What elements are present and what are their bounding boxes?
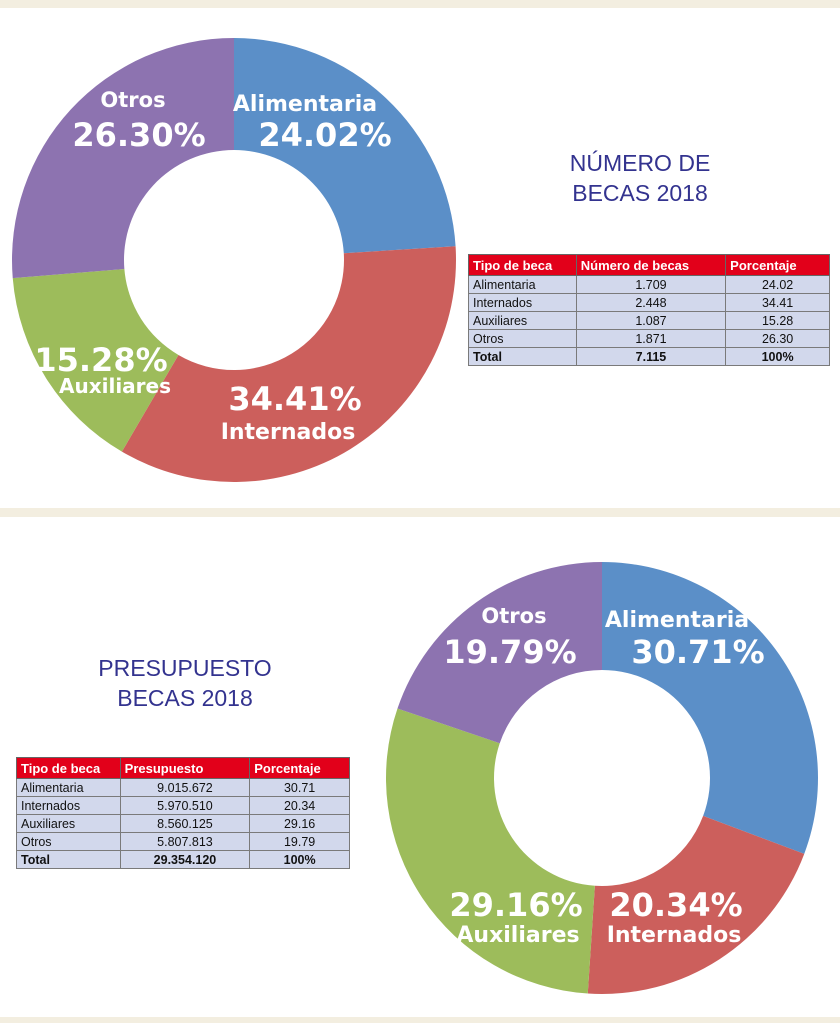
numero-becas-table-cell: Otros: [468, 329, 577, 348]
presupuesto-becas-table-cell: Otros: [16, 832, 121, 851]
numero-becas-percent-otros: 26.30%: [72, 116, 205, 154]
presupuesto-becas-table-total-row: Total 29.354.120 100%: [16, 850, 350, 869]
presupuesto-becas-slice-auxiliares: [386, 708, 595, 994]
presupuesto-becas-col-header-presupuesto: Presupuesto: [119, 757, 251, 779]
presupuesto-becas-table-cell: Internados: [16, 796, 121, 815]
presupuesto-becas-panel: PRESUPUESTO BECAS 2018 Tipo de beca Presu…: [0, 517, 840, 1017]
presupuesto-becas-table: Tipo de beca Presupuesto Porcentaje Aliment…: [16, 757, 350, 869]
presupuesto-becas-table-cell: 20.34: [249, 796, 350, 815]
presupuesto-becas-table-row: Alimentaria 9.015.672 30.71: [16, 778, 350, 797]
presupuesto-becas-donut-svg: 30.71%Alimentaria 20.34%Internados 29.16%A…: [386, 562, 818, 994]
numero-becas-table-cell: 7.115: [575, 347, 727, 366]
presupuesto-becas-percent-internados: 20.34%: [609, 886, 742, 924]
presupuesto-becas-slice-alimentaria: [602, 562, 818, 854]
numero-becas-table-cell: Internados: [468, 293, 577, 312]
presupuesto-becas-table-cell: 9.015.672: [119, 778, 251, 797]
presupuesto-becas-table-cell: 8.560.125: [119, 814, 251, 833]
presupuesto-becas-slice-otros: [397, 562, 602, 744]
presupuesto-becas-table-cell: Total: [16, 850, 121, 869]
presupuesto-becas-label-otros: Otros: [481, 604, 546, 628]
presupuesto-becas-title: PRESUPUESTO BECAS 2018: [85, 653, 285, 713]
presupuesto-becas-table-cell: 5.970.510: [119, 796, 251, 815]
numero-becas-title-line1: NÚMERO DE: [569, 150, 711, 176]
presupuesto-becas-donut-chart: 30.71% Alimentaria 20.34% Internados 29.16% A…: [370, 517, 840, 1017]
numero-becas-table-cell: 26.30: [725, 329, 830, 348]
numero-becas-percent-auxiliares: 15.28%: [34, 341, 167, 379]
presupuesto-becas-title-line1: PRESUPUESTO: [98, 655, 272, 681]
presupuesto-becas-table-row: Internados 5.970.510 20.34: [16, 796, 350, 815]
presupuesto-becas-label-auxiliares: Auxiliares: [456, 923, 579, 948]
presupuesto-becas-table-cell: Auxiliares: [16, 814, 121, 833]
numero-becas-table-row: Auxiliares 1.087 15.28: [468, 311, 830, 330]
presupuesto-becas-col-header-porcentaje: Porcentaje: [249, 757, 350, 779]
presupuesto-becas-table-cell: 19.79: [249, 832, 350, 851]
numero-becas-table-cell: 2.448: [575, 293, 727, 312]
presupuesto-becas-table-cell: 5.807.813: [119, 832, 251, 851]
numero-becas-label-internados: Internados: [221, 420, 356, 445]
numero-becas-slice-internados: [121, 246, 456, 482]
numero-becas-col-header-porcentaje: Porcentaje: [725, 254, 830, 276]
numero-becas-title-line2: BECAS 2018: [572, 180, 708, 206]
presupuesto-becas-percent-auxiliares: 29.16%: [449, 886, 582, 924]
numero-becas-col-header-tipo-de-beca: Tipo de beca: [468, 254, 577, 276]
presupuesto-becas-table-cell: 29.354.120: [119, 850, 251, 869]
numero-becas-table: Tipo de beca Número de becas Porcentaje Ali…: [468, 254, 830, 366]
numero-becas-table-cell: 1.087: [575, 311, 727, 330]
presupuesto-becas-percent-otros: 19.79%: [443, 633, 576, 671]
numero-becas-table-row: Alimentaria 1.709 24.02: [468, 275, 830, 294]
numero-becas-slice-auxiliares: [12, 268, 179, 452]
presupuesto-becas-table-cell: 30.71: [249, 778, 350, 797]
numero-becas-table-cell: 24.02: [725, 275, 830, 294]
presupuesto-becas-title-line2: BECAS 2018: [117, 685, 253, 711]
numero-becas-col-header-numero-de-becas: Número de becas: [575, 254, 727, 276]
numero-becas-label-auxiliares: Auxiliares: [59, 374, 171, 398]
numero-becas-label-alimentaria: Alimentaria: [233, 92, 377, 117]
numero-becas-table-header-row: Tipo de beca Número de becas Porcentaje: [468, 254, 830, 276]
numero-becas-table-row: Otros 1.871 26.30: [468, 329, 830, 348]
presupuesto-becas-slice-internados: [587, 815, 805, 994]
numero-becas-table-cell: 100%: [725, 347, 830, 366]
presupuesto-becas-table-cell: 29.16: [249, 814, 350, 833]
presupuesto-becas-table-header-row: Tipo de beca Presupuesto Porcentaje: [16, 757, 350, 779]
presupuesto-becas-percent-alimentaria: 30.71%: [631, 633, 764, 671]
numero-becas-percent-alimentaria: 24.02%: [258, 116, 391, 154]
numero-becas-donut-chart: 24.02% Alimentaria 34.41% Internados 15.28% A…: [0, 0, 470, 500]
numero-becas-table-cell: Total: [468, 347, 577, 366]
numero-becas-table-cell: 15.28: [725, 311, 830, 330]
presupuesto-becas-table-cell: Alimentaria: [16, 778, 121, 797]
numero-becas-percent-internados: 34.41%: [228, 380, 361, 418]
numero-becas-title: NÚMERO DE BECAS 2018: [545, 148, 735, 208]
presupuesto-becas-label-alimentaria: Alimentaria: [605, 608, 749, 633]
presupuesto-becas-table-row: Auxiliares 8.560.125 29.16: [16, 814, 350, 833]
presupuesto-becas-col-header-tipo-de-beca: Tipo de beca: [16, 757, 121, 779]
numero-becas-table-cell: Auxiliares: [468, 311, 577, 330]
numero-becas-donut-svg: 24.02%Alimentaria 34.41%Internados 15.28%A…: [11, 38, 456, 482]
numero-becas-table-cell: 34.41: [725, 293, 830, 312]
numero-becas-label-otros: Otros: [100, 88, 165, 112]
numero-becas-table-total-row: Total 7.115 100%: [468, 347, 830, 366]
numero-becas-table-cell: 1.709: [575, 275, 727, 294]
numero-becas-table-cell: 1.871: [575, 329, 727, 348]
numero-becas-table-row: Internados 2.448 34.41: [468, 293, 830, 312]
numero-becas-panel: 24.02% Alimentaria 34.41% Internados 15.28% A…: [0, 8, 840, 508]
presupuesto-becas-table-cell: 100%: [249, 850, 350, 869]
numero-becas-slice-otros: [11, 38, 234, 279]
presupuesto-becas-label-internados: Internados: [607, 923, 742, 948]
numero-becas-slice-alimentaria: [234, 38, 456, 254]
numero-becas-table-cell: Alimentaria: [468, 275, 577, 294]
presupuesto-becas-table-row: Otros 5.807.813 19.79: [16, 832, 350, 851]
